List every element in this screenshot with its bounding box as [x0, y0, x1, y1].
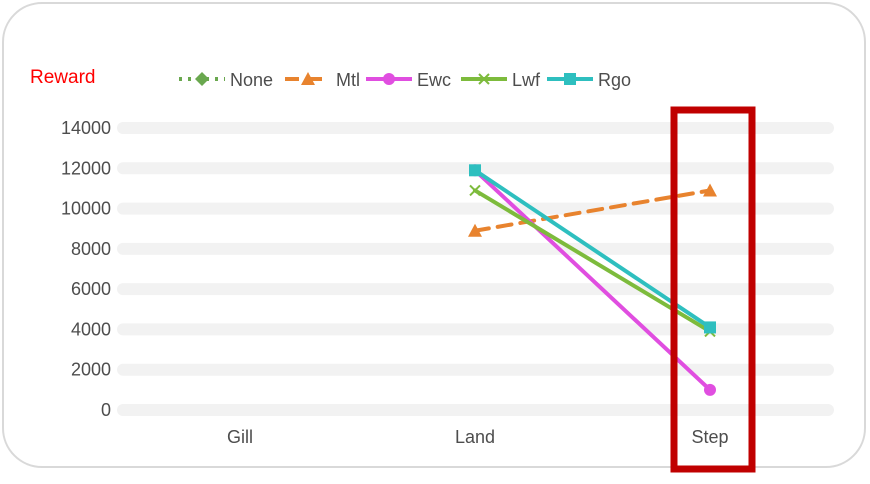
- series-lines: [468, 164, 717, 396]
- data-point: [469, 184, 481, 197]
- gridline: [117, 323, 834, 336]
- x-tick-label: Gill: [227, 427, 253, 447]
- y-axis-title: Reward: [30, 67, 95, 88]
- gridline: [117, 202, 834, 215]
- data-point: [703, 183, 717, 197]
- y-tick-label: 6000: [71, 279, 111, 299]
- y-tick-label: 12000: [61, 158, 111, 178]
- legend-label: Mtl: [336, 70, 360, 90]
- x-tick-label: Land: [455, 427, 495, 447]
- gridline: [117, 283, 834, 296]
- y-tick-label: 2000: [71, 360, 111, 380]
- legend-marker: [383, 73, 395, 85]
- legend-item-ewc: Ewc: [366, 70, 451, 90]
- y-tick-label: 10000: [61, 199, 111, 219]
- x-tick-label: Step: [691, 427, 728, 447]
- legend-item-mtl: Mtl: [285, 70, 360, 90]
- data-point: [704, 383, 716, 396]
- y-tick-label: 14000: [61, 118, 111, 138]
- legend-marker: [564, 73, 576, 85]
- legend-item-lwf: Lwf: [461, 70, 541, 90]
- legend-marker: [478, 73, 490, 85]
- legend-label: Lwf: [512, 70, 541, 90]
- gridline: [117, 404, 834, 416]
- legend: None Mtl Ewc Lwf Rgo: [179, 70, 631, 90]
- chart-card: [2, 2, 866, 468]
- legend-marker: [301, 72, 315, 85]
- gridline: [117, 363, 834, 376]
- gridlines: [117, 122, 834, 416]
- gridline: [117, 242, 834, 255]
- legend-item-none: None: [179, 70, 273, 90]
- y-tick-label: 4000: [71, 319, 111, 339]
- highlight-box-step: [670, 106, 756, 473]
- y-axis-ticks: 0 2000 4000 6000 8000 10000 12000 14000: [61, 118, 111, 420]
- legend-marker: [195, 72, 209, 86]
- legend-label: Rgo: [598, 70, 631, 90]
- data-point: [468, 223, 482, 237]
- data-point: [469, 164, 481, 177]
- series-ewc: [469, 164, 716, 396]
- y-tick-label: 8000: [71, 239, 111, 259]
- gridline: [117, 122, 834, 134]
- y-tick-label: 0: [101, 400, 111, 420]
- legend-label: Ewc: [417, 70, 451, 90]
- data-point: [704, 321, 716, 334]
- legend-item-rgo: Rgo: [547, 70, 631, 90]
- x-axis-ticks: Gill Land Step: [227, 427, 729, 447]
- legend-label: None: [230, 70, 273, 90]
